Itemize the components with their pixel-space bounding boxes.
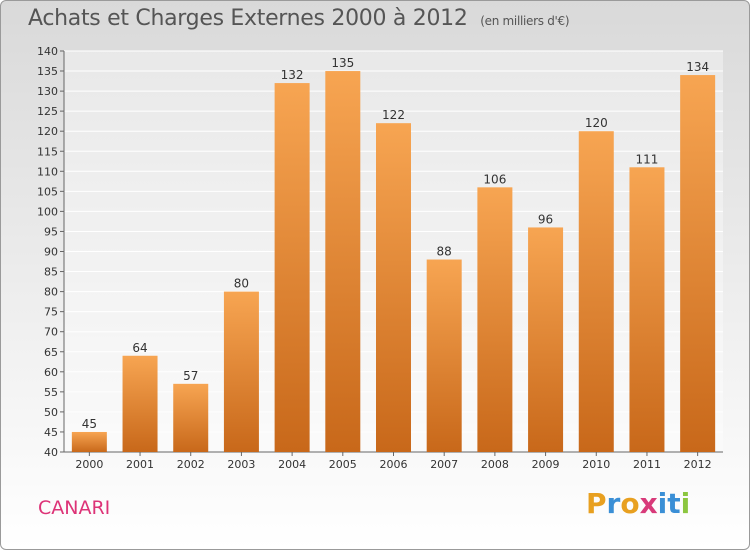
x-tick-label-2009: 2009 bbox=[532, 458, 560, 471]
data-label-2001: 64 bbox=[132, 341, 147, 355]
x-tick-label-2007: 2007 bbox=[430, 458, 458, 471]
x-tick-label-2005: 2005 bbox=[329, 458, 357, 471]
bar-2003 bbox=[223, 291, 259, 452]
chart-unit: (en milliers d'€) bbox=[480, 14, 570, 28]
data-label-2007: 88 bbox=[437, 245, 452, 259]
chart-title-text: Achats et Charges Externes 2000 à 2012 bbox=[28, 6, 468, 31]
logo-letter: r bbox=[606, 487, 621, 520]
bar-2002 bbox=[173, 383, 209, 452]
bar-2001 bbox=[122, 355, 158, 452]
data-label-2010: 120 bbox=[585, 116, 608, 130]
data-label-2009: 96 bbox=[538, 212, 553, 226]
chart-title: Achats et Charges Externes 2000 à 2012 (… bbox=[28, 6, 570, 31]
y-tick-label: 140 bbox=[37, 45, 58, 58]
y-tick-label: 100 bbox=[37, 205, 58, 218]
y-tick-label: 125 bbox=[37, 105, 58, 118]
x-tick-label-2004: 2004 bbox=[278, 458, 306, 471]
bar-2004 bbox=[274, 83, 310, 452]
x-tick-label-2001: 2001 bbox=[126, 458, 154, 471]
bar-2009 bbox=[528, 227, 564, 452]
bar-2012 bbox=[680, 75, 716, 452]
bar-2008 bbox=[477, 187, 513, 452]
y-tick-label: 120 bbox=[37, 125, 58, 138]
y-tick-label: 115 bbox=[37, 145, 58, 158]
data-label-2012: 134 bbox=[686, 60, 709, 74]
x-tick-label-2006: 2006 bbox=[380, 458, 408, 471]
y-tick-label: 110 bbox=[37, 165, 58, 178]
y-tick-label: 85 bbox=[44, 266, 58, 279]
y-tick-label: 55 bbox=[44, 386, 58, 399]
bar-2010 bbox=[578, 131, 614, 452]
bar-2005 bbox=[325, 71, 361, 453]
data-label-2005: 135 bbox=[331, 56, 354, 70]
logo-letter: t bbox=[667, 487, 681, 520]
y-tick-label: 135 bbox=[37, 65, 58, 78]
logo-letter: o bbox=[620, 487, 640, 520]
x-tick-label-2000: 2000 bbox=[75, 458, 103, 471]
data-label-2002: 57 bbox=[183, 369, 198, 383]
y-tick-label: 50 bbox=[44, 406, 58, 419]
y-tick-label: 90 bbox=[44, 246, 58, 259]
y-tick-label: 40 bbox=[44, 446, 58, 459]
x-tick-label-2012: 2012 bbox=[684, 458, 712, 471]
y-tick-label: 95 bbox=[44, 225, 58, 238]
data-label-2004: 132 bbox=[281, 68, 304, 82]
y-tick-label: 80 bbox=[44, 286, 58, 299]
x-tick-label-2003: 2003 bbox=[227, 458, 255, 471]
y-tick-label: 60 bbox=[44, 366, 58, 379]
bar-2000 bbox=[71, 431, 107, 452]
x-tick-label-2008: 2008 bbox=[481, 458, 509, 471]
proxiti-logo: Proxiti bbox=[586, 487, 690, 520]
bar-2011 bbox=[629, 167, 665, 453]
bar-2006 bbox=[376, 123, 411, 453]
data-label-2003: 80 bbox=[234, 277, 249, 291]
x-tick-label-2002: 2002 bbox=[177, 458, 205, 471]
x-tick-label-2011: 2011 bbox=[633, 458, 661, 471]
data-label-2006: 122 bbox=[382, 108, 405, 122]
data-label-2000: 45 bbox=[82, 417, 97, 431]
logo-letter: i bbox=[680, 487, 691, 520]
y-tick-label: 65 bbox=[44, 346, 58, 359]
y-tick-label: 75 bbox=[44, 306, 58, 319]
y-tick-label: 70 bbox=[44, 326, 58, 339]
y-tick-label: 45 bbox=[44, 426, 58, 439]
logo-letter: P bbox=[586, 487, 607, 520]
logo-letter: i bbox=[657, 487, 668, 520]
bar-2007 bbox=[426, 259, 462, 452]
commune-name: CANARI bbox=[38, 497, 111, 519]
x-tick-label-2010: 2010 bbox=[582, 458, 610, 471]
data-label-2008: 106 bbox=[483, 172, 506, 186]
data-label-2011: 111 bbox=[636, 152, 659, 166]
y-tick-label: 105 bbox=[37, 185, 58, 198]
logo-letter: x bbox=[639, 487, 658, 520]
y-tick-label: 130 bbox=[37, 85, 58, 98]
